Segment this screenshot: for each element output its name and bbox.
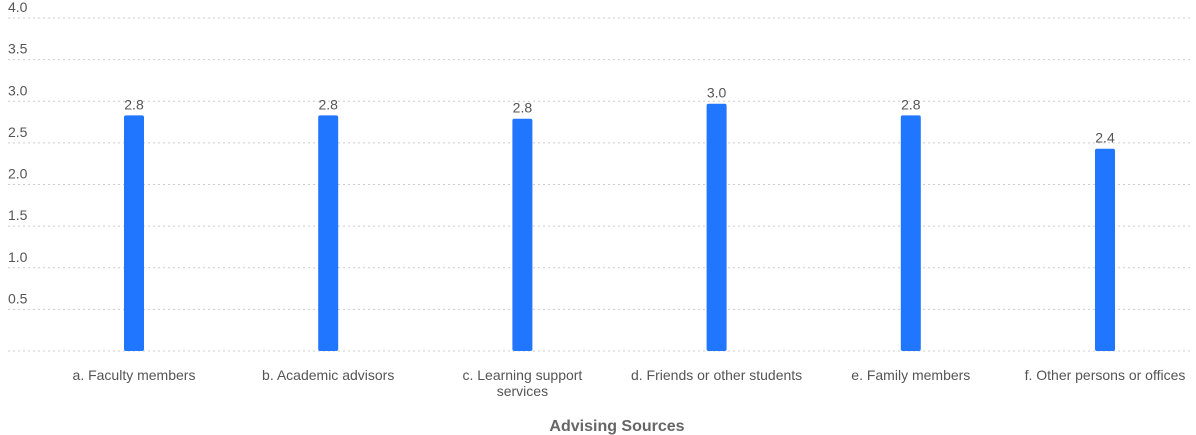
bar: [318, 115, 339, 351]
y-tick-label: 2.0: [8, 166, 28, 182]
data-label: 2.8: [124, 96, 144, 112]
x-category-label: f. Other persons or offices: [1025, 367, 1186, 383]
x-category-label: b. Academic advisors: [262, 367, 394, 383]
data-labels: 2.8 2.8 2.8 3.0 2.8 2.4: [124, 85, 1115, 146]
x-category-label: e. Family members: [851, 367, 970, 383]
data-label: 3.0: [707, 85, 727, 101]
y-tick-label: 0.5: [8, 290, 28, 306]
x-axis-categories: a. Faculty members b. Academic advisors c.…: [73, 367, 1186, 399]
bars: [124, 103, 1115, 351]
x-category-label: a. Faculty members: [73, 367, 196, 383]
x-axis-title: Advising Sources: [549, 418, 684, 435]
data-label: 2.8: [513, 100, 533, 116]
data-label: 2.4: [1095, 130, 1115, 146]
y-tick-label: 3.5: [8, 41, 28, 57]
gridlines: [8, 17, 1190, 352]
y-tick-label: 2.5: [8, 124, 28, 140]
y-tick-label: 1.5: [8, 207, 28, 223]
y-axis-ticks: 0.5 1.0 1.5 2.0 2.5 3.0 3.5 4.0: [8, 0, 28, 306]
bar: [900, 115, 921, 351]
bar: [706, 103, 727, 351]
bar: [512, 118, 533, 351]
x-category-label: d. Friends or other students: [631, 367, 802, 383]
data-label: 2.8: [318, 96, 338, 112]
y-tick-label: 3.0: [8, 82, 28, 98]
y-tick-label: 1.0: [8, 249, 28, 265]
x-category-label: services: [497, 383, 548, 399]
bar: [124, 115, 144, 351]
data-label: 2.8: [901, 96, 921, 112]
y-tick-label: 4.0: [8, 0, 28, 15]
bar: [1095, 148, 1115, 351]
x-category-label: c. Learning support: [462, 367, 582, 383]
